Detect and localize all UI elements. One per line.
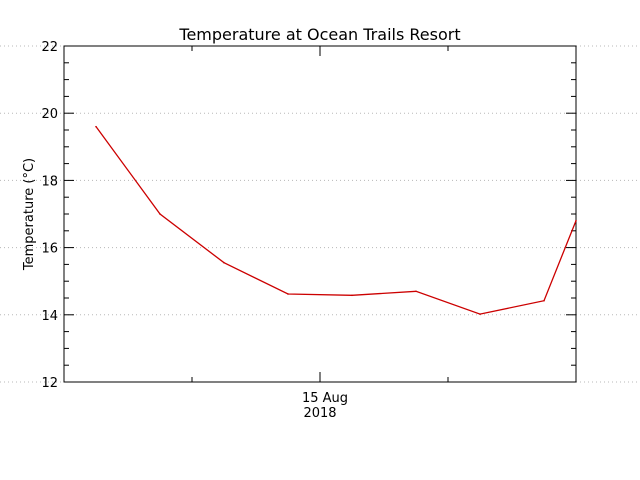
y-tick-label: 22 (41, 40, 58, 55)
y-tick-label: 18 (41, 174, 58, 189)
data-point (543, 299, 545, 302)
temperature-series-line (95, 126, 577, 315)
data-point (95, 125, 97, 128)
y-axis-ticks: 12 14 16 18 20 22 (41, 40, 576, 391)
data-point (159, 213, 161, 215)
data-point (575, 219, 577, 222)
y-axis-label: Temperature (°C) (22, 158, 37, 271)
gridlines (0, 45, 640, 383)
y-tick-label: 12 (41, 376, 58, 391)
x-tick-label-date: 15 Aug (302, 391, 348, 406)
y-tick-label: 16 (41, 242, 58, 257)
y-tick-label: 20 (41, 107, 58, 122)
data-point (287, 293, 289, 295)
y-tick-label: 14 (41, 309, 58, 324)
data-point (351, 294, 353, 297)
data-point (479, 313, 481, 315)
data-point (223, 261, 225, 264)
data-point (415, 290, 417, 293)
series-group (95, 125, 577, 315)
x-tick-label-year: 2018 (303, 406, 336, 421)
chart-title: Temperature at Ocean Trails Resort (178, 25, 460, 44)
plot-frame (63, 45, 577, 383)
